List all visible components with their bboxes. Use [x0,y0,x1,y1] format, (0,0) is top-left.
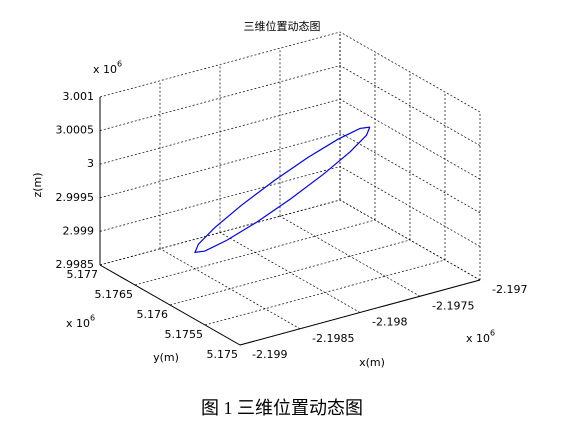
grid-line [99,65,341,131]
grid-line [279,215,421,297]
z-tick-label: 3.001 [63,90,95,103]
z-tick-label: 2.9995 [56,191,95,204]
x-tick-label: -2.198 [372,316,407,329]
z-tick-label: 3 [87,157,94,170]
chart-title: 三维位置动态图 [244,19,321,33]
x-tick-label: -2.197 [492,283,527,296]
grid-line [339,199,481,281]
grid-line [159,248,301,330]
grid-line [99,98,341,165]
x-axis-label: x(m) [359,356,385,369]
z-exponent-base: x 10 [93,63,117,76]
x-tick-label: -2.1985 [312,332,354,345]
x-tick-label: -2.199 [252,348,287,361]
grid-line [99,132,341,199]
grid-line [99,199,341,266]
grid-line [99,166,341,232]
y-tick-label: 5.176 [137,308,169,321]
z-tick-label: 2.9985 [56,258,95,271]
y-exponent-base: x 10 [66,317,90,330]
x-tick-label: -2.1975 [432,299,474,312]
grid-line [169,239,411,306]
grid-line [204,259,446,326]
y-tick-label: 5.175 [207,348,239,361]
grid-line [339,31,481,113]
z-axis-label: z(m) [31,172,44,197]
data-line [194,126,371,254]
x-exponent-base: x 10 [466,332,490,345]
figure-caption: 图 1 三维位置动态图 [201,398,363,418]
y-exponent: 6 [90,314,95,323]
y-tick-label: 5.1765 [95,288,134,301]
z-exponent: 6 [117,60,122,69]
z-tick-label: 3.0005 [56,124,95,137]
x-axis-line [239,279,481,346]
grid-line [134,219,376,286]
grid-line [339,65,481,146]
grid-line [339,132,481,214]
grid-line [339,166,481,247]
y-axis-line [99,264,241,346]
z-tick-label: 2.999 [63,224,95,237]
grid-line [339,98,481,180]
y-tick-label: 5.1755 [165,328,204,341]
y-tick-label: 5.177 [67,268,99,281]
grid-line [99,31,341,98]
y-axis-label: y(m) [153,351,179,364]
x-exponent: 6 [490,329,495,338]
